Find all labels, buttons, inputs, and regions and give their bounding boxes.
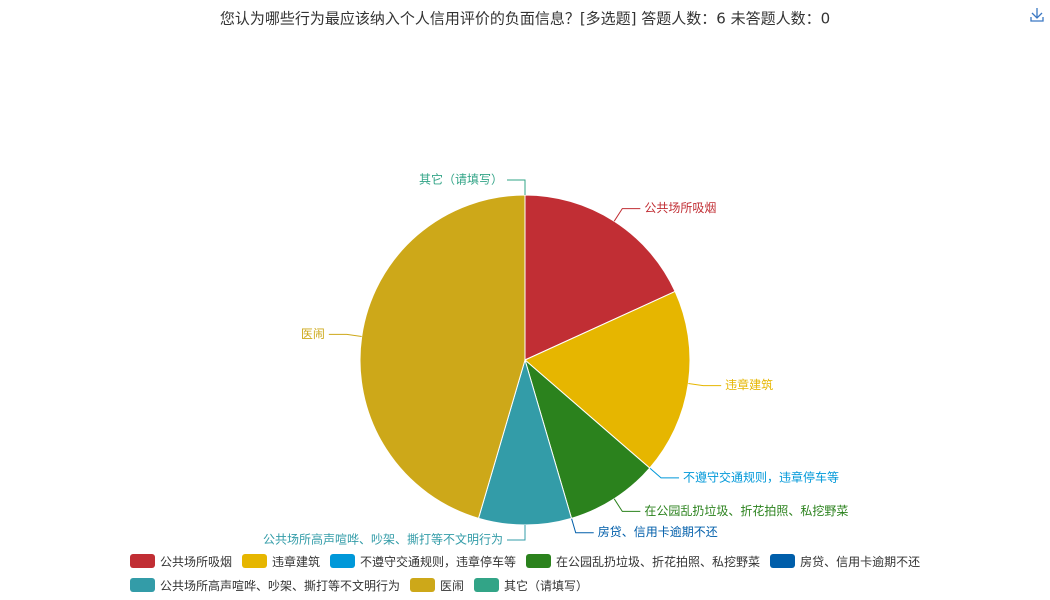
- slice-label: 公共场所吸烟: [644, 201, 716, 215]
- legend-swatch: [330, 554, 356, 568]
- label-line: [613, 498, 641, 512]
- label-line: [649, 467, 680, 479]
- label-line: [571, 518, 594, 534]
- legend-item[interactable]: 违章建筑: [242, 552, 320, 570]
- chart-title: 您认为哪些行为最应该纳入个人信用评价的负面信息？[多选题] 答题人数：6 未答题…: [220, 10, 830, 28]
- legend-swatch: [410, 578, 436, 592]
- legend-item[interactable]: 在公园乱扔垃圾、折花拍照、私挖野菜: [526, 552, 760, 570]
- legend-item[interactable]: 房贷、信用卡逾期不还: [770, 552, 920, 570]
- legend-label: 其它（请填写）: [504, 578, 589, 593]
- pie-slice: [524, 194, 676, 361]
- pie-slice: [524, 290, 691, 469]
- legend-item[interactable]: 公共场所高声喧哗、吵架、撕打等不文明行为: [130, 576, 400, 594]
- legend-label: 不遵守交通规则，违章停车等: [360, 554, 517, 569]
- slice-label: 公共场所高声喧哗、吵架、撕打等不文明行为: [263, 532, 503, 547]
- legend-swatch: [770, 554, 796, 568]
- slice-label: 房贷、信用卡逾期不还: [598, 524, 718, 539]
- legend-swatch: [242, 554, 268, 568]
- slice-label: 不遵守交通规则，违章停车等: [683, 469, 839, 484]
- legend-swatch: [526, 554, 552, 568]
- pie-slice: [477, 358, 573, 526]
- legend-swatch: [130, 578, 155, 592]
- legend-label: 房贷、信用卡逾期不还: [800, 554, 921, 569]
- label-line: [507, 525, 526, 541]
- label-line: [613, 208, 641, 222]
- slice-label: 医闹: [301, 327, 325, 341]
- legend-item[interactable]: 其它（请填写）: [474, 576, 588, 594]
- legend-item[interactable]: 医闹: [410, 576, 464, 594]
- slice-label: 其它（请填写）: [419, 172, 503, 187]
- legend-swatch: [130, 554, 155, 568]
- legend-label: 在公园乱扔垃圾、折花拍照、私挖野菜: [556, 554, 761, 569]
- legend-label: 公共场所高声喧哗、吵架、撕打等不文明行为: [160, 578, 401, 593]
- label-line: [507, 179, 526, 195]
- legend: 公共场所吸烟 违章建筑 不遵守交通规则，违章停车等 在公园乱扔垃圾、折花拍照、私挖野菜…: [130, 552, 950, 600]
- slice-label: 违章建筑: [725, 377, 773, 392]
- legend-item[interactable]: 不遵守交通规则，违章停车等: [330, 552, 516, 570]
- legend-label: 公共场所吸烟: [160, 554, 233, 569]
- label-line: [688, 382, 722, 387]
- legend-label: 医闹: [440, 578, 465, 593]
- pie-slice: [359, 194, 526, 519]
- label-line: [328, 333, 362, 338]
- download-icon[interactable]: [1030, 8, 1044, 22]
- pie-slice: [524, 358, 651, 519]
- legend-swatch: [474, 578, 500, 592]
- slice-label: 在公园乱扔垃圾、折花拍照、私挖野菜: [644, 503, 848, 518]
- legend-item[interactable]: 公共场所吸烟: [130, 552, 232, 570]
- legend-label: 违章建筑: [272, 554, 321, 569]
